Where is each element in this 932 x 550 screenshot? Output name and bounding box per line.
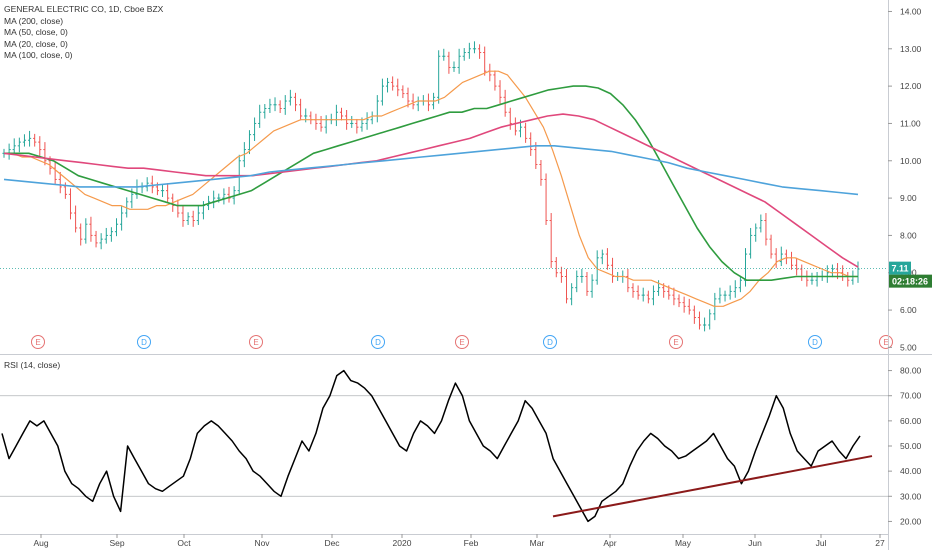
time-tick-label: Dec	[324, 538, 340, 548]
marker-circle	[455, 335, 469, 349]
ma50-line	[4, 85, 858, 282]
marker-label: D	[547, 338, 553, 347]
rsi-trendline	[552, 455, 873, 518]
time-tick-label: Nov	[254, 538, 270, 548]
time-tick-label: Jun	[748, 538, 762, 548]
last-price-badge	[889, 261, 911, 275]
candlesticks	[2, 41, 860, 332]
time-tick-label: 2020	[393, 538, 412, 548]
ma200-line	[3, 145, 859, 196]
time-tick-label: Mar	[530, 538, 545, 548]
ma100-legend[interactable]: MA (100, close, 0)	[4, 50, 73, 61]
marker-circle	[669, 335, 683, 349]
marker-label: E	[35, 338, 40, 347]
rsi-tick-label: 40.00	[900, 466, 922, 476]
marker-label: E	[673, 338, 678, 347]
marker-label: E	[459, 338, 464, 347]
grid-layer	[0, 395, 888, 497]
price-tick-label: 8.00	[900, 230, 917, 240]
price-tick-label: 12.00	[900, 81, 922, 91]
earnings-marker[interactable]: E	[669, 335, 683, 349]
ma50-legend[interactable]: MA (50, close, 0)	[4, 27, 68, 38]
symbol-title[interactable]: GENERAL ELECTRIC CO, 1D, Cboe BZX	[4, 4, 164, 14]
rsi-pane[interactable]	[1, 369, 873, 523]
earnings-marker[interactable]: E	[249, 335, 263, 349]
dividend-marker[interactable]: D	[371, 335, 385, 349]
rsi-tick-label: 80.00	[900, 366, 922, 376]
time-tick-label: 27	[875, 538, 885, 548]
time-tick-label: Feb	[464, 538, 479, 548]
price-tick-label: 13.00	[900, 44, 922, 54]
marker-circle	[879, 335, 893, 349]
marker-circle	[543, 335, 557, 349]
dividend-marker[interactable]: D	[137, 335, 151, 349]
countdown-badge	[889, 274, 932, 288]
marker-label: D	[141, 338, 147, 347]
marker-label: D	[812, 338, 818, 347]
rsi-legend: RSI (14, close)	[4, 360, 60, 372]
time-tick-label: May	[675, 538, 692, 548]
dividend-marker[interactable]: D	[543, 335, 557, 349]
rsi-tick-label: 20.00	[900, 516, 922, 526]
price-tick-label: 5.00	[900, 342, 917, 352]
price-tick-label: 10.00	[900, 156, 922, 166]
marker-label: E	[253, 338, 258, 347]
countdown-value: 02:18:26	[892, 277, 928, 287]
marker-circle	[808, 335, 822, 349]
price-tick-label: 14.00	[900, 6, 922, 16]
rsi-tick-label: 50.00	[900, 441, 922, 451]
rsi-tick-label: 30.00	[900, 491, 922, 501]
price-legend: GENERAL ELECTRIC CO, 1D, Cboe BZX MA (20…	[4, 4, 163, 62]
marker-label: D	[375, 338, 381, 347]
time-tick-label: Aug	[33, 538, 48, 548]
marker-circle	[371, 335, 385, 349]
ma20-legend[interactable]: MA (20, close, 0)	[4, 38, 68, 49]
rsi-line	[1, 369, 861, 523]
dividend-marker[interactable]: D	[808, 335, 822, 349]
time-tick-label: Apr	[603, 538, 616, 548]
time-tick-label: Sep	[109, 538, 124, 548]
ma100-line	[3, 113, 859, 268]
marker-circle	[137, 335, 151, 349]
price-tick-label: 11.00	[900, 118, 921, 128]
earnings-marker[interactable]: E	[879, 335, 893, 349]
earnings-marker[interactable]: E	[31, 335, 45, 349]
marker-label: E	[883, 338, 888, 347]
marker-circle	[31, 335, 45, 349]
price-tick-label: 6.00	[900, 305, 917, 315]
rsi-tick-label: 70.00	[900, 391, 922, 401]
ma20-line	[4, 70, 858, 307]
earnings-marker[interactable]: E	[455, 335, 469, 349]
time-tick-label: Jul	[816, 538, 827, 548]
rsi-tick-label: 60.00	[900, 416, 922, 426]
ma200-legend[interactable]: MA (200, close)	[4, 15, 64, 26]
price-tick-label: 9.00	[900, 193, 917, 203]
last-price-value: 7.11	[891, 264, 908, 274]
rsi-title[interactable]: RSI (14, close)	[4, 360, 61, 370]
marker-circle	[249, 335, 263, 349]
time-tick-label: Oct	[177, 538, 191, 548]
